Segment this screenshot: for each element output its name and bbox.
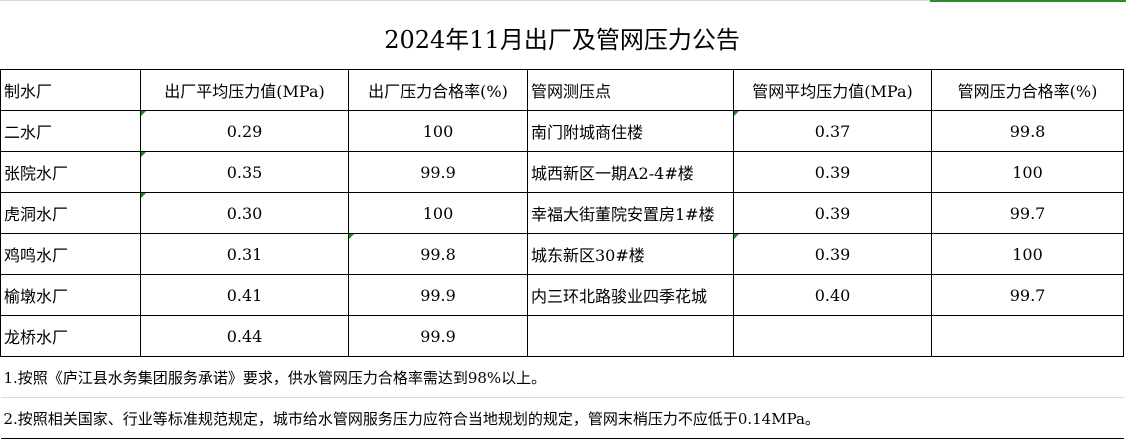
plant-cell[interactable]: 榆墩水厂 [0,274,141,316]
plant-pressure-cell[interactable]: 0.31 [140,233,349,275]
table-row: 榆墩水厂 0.41 99.9 内三环北路骏业四季花城 0.40 99.7 [0,274,1125,316]
page-title[interactable]: 2024年11月出厂及管网压力公告 [384,25,740,54]
network-pressure-cell[interactable]: 0.39 [733,233,932,275]
value: 0.37 [814,121,851,141]
table-row: 鸡鸣水厂 0.31 99.8 城东新区30#楼 0.39 100 [0,233,1125,275]
plant-pressure-cell[interactable]: 0.41 [140,274,349,316]
value: 99.8 [420,244,456,264]
plant-rate-cell[interactable]: 100 [348,192,528,234]
header-network-avg-pressure[interactable]: 管网平均压力值(MPa) [733,69,932,111]
table-row: 张院水厂 0.35 99.9 城西新区一期A2-4#楼 0.39 100 [0,151,1125,193]
header-plant[interactable]: 制水厂 [0,69,141,111]
network-rate-cell[interactable]: 100 [930,233,1125,275]
network-rate-cell[interactable] [930,315,1125,357]
plant-rate-cell[interactable]: 99.9 [348,151,528,193]
plant-rate-cell[interactable]: 99.9 [348,274,528,316]
plant-rate-cell[interactable]: 100 [348,110,528,152]
plant-cell[interactable]: 二水厂 [0,110,141,152]
network-point-cell[interactable]: 城东新区30#楼 [527,233,734,275]
selection-indicator [930,0,1126,2]
table-row: 龙桥水厂 0.44 99.9 [0,315,1125,357]
network-pressure-cell[interactable]: 0.37 [733,110,932,152]
network-point-cell[interactable] [527,315,734,357]
note-2[interactable]: 2.按照相关国家、行业等标准规范规定，城市给水管网服务压力应符合当地规划的规定，… [0,397,1124,439]
header-network-pass-rate[interactable]: 管网压力合格率(%) [930,69,1125,111]
network-point-cell[interactable]: 幸福大街董院安置房1#楼 [527,192,734,234]
value: 0.30 [226,203,263,223]
network-pressure-cell[interactable]: 0.39 [733,151,932,193]
header-plant-pass-rate[interactable]: 出厂压力合格率(%) [348,69,528,111]
network-pressure-cell[interactable]: 0.39 [733,192,932,234]
network-rate-cell[interactable]: 99.7 [930,274,1125,316]
network-rate-cell[interactable]: 100 [930,151,1125,193]
plant-pressure-cell[interactable]: 0.30 [140,192,349,234]
sheet-top-border [0,0,1126,1]
plant-cell[interactable]: 鸡鸣水厂 [0,233,141,275]
note-row: 1.按照《庐江县水务集团服务承诺》要求，供水管网压力合格率需达到98%以上。 [0,356,1124,398]
plant-cell[interactable]: 龙桥水厂 [0,315,141,357]
header-network-point[interactable]: 管网测压点 [527,69,734,111]
network-point-cell[interactable]: 内三环北路骏业四季花城 [527,274,734,316]
table-row: 虎洞水厂 0.30 100 幸福大街董院安置房1#楼 0.39 99.7 [0,192,1125,234]
network-rate-cell[interactable]: 99.8 [930,110,1125,152]
title-row: 2024年11月出厂及管网压力公告 [1,1,1124,70]
cell-marker-icon [141,111,146,116]
network-pressure-cell[interactable] [733,315,932,357]
plant-rate-cell[interactable]: 99.9 [348,315,528,357]
value: 0.35 [226,162,263,182]
header-plant-avg-pressure[interactable]: 出厂平均压力值(MPa) [140,69,349,111]
cell-marker-icon [734,111,739,116]
plant-pressure-cell[interactable]: 0.35 [140,151,349,193]
plant-cell[interactable]: 张院水厂 [0,151,141,193]
plant-pressure-cell[interactable]: 0.29 [140,110,349,152]
plant-cell[interactable]: 虎洞水厂 [0,192,141,234]
plant-rate-cell[interactable]: 99.8 [348,233,528,275]
note-1[interactable]: 1.按照《庐江县水务集团服务承诺》要求，供水管网压力合格率需达到98%以上。 [0,356,1124,398]
cell-marker-icon [141,193,146,198]
cell-marker-icon [349,234,354,239]
network-point-cell[interactable]: 城西新区一期A2-4#楼 [527,151,734,193]
cell-marker-icon [141,152,146,157]
cell-marker-icon [734,234,739,239]
table-row: 二水厂 0.29 100 南门附城商住楼 0.37 99.8 [0,110,1125,152]
network-point-cell[interactable]: 南门附城商住楼 [527,110,734,152]
network-pressure-cell[interactable]: 0.40 [733,274,932,316]
value: 0.29 [226,121,263,141]
plant-pressure-cell[interactable]: 0.44 [140,315,349,357]
note-row: 2.按照相关国家、行业等标准规范规定，城市给水管网服务压力应符合当地规划的规定，… [0,397,1124,439]
value: 0.39 [814,244,851,264]
header-row: 制水厂 出厂平均压力值(MPa) 出厂压力合格率(%) 管网测压点 管网平均压力… [0,69,1125,111]
network-rate-cell[interactable]: 99.7 [930,192,1125,234]
